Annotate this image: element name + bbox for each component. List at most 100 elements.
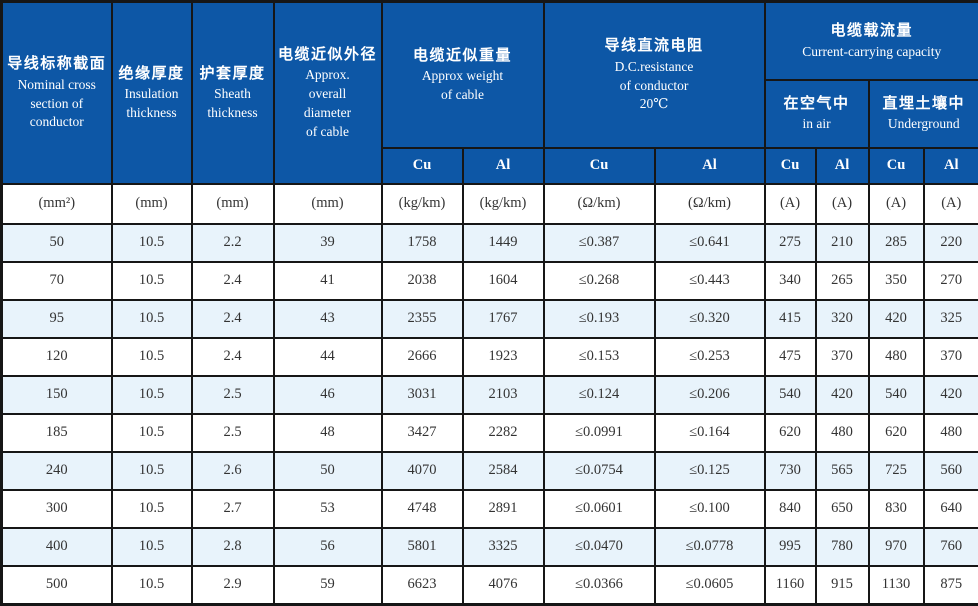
data-cell: 48 <box>272 412 383 453</box>
data-cell: 730 <box>763 450 817 491</box>
data-cell: ≤0.641 <box>653 222 766 263</box>
data-cell: 1160 <box>763 564 817 606</box>
header-material: Al <box>653 146 766 185</box>
data-cell: 480 <box>922 412 978 453</box>
header-underground: 直埋土壤中 Underground <box>867 78 978 149</box>
data-cell: 2.9 <box>190 564 275 606</box>
data-cell: 2666 <box>380 336 464 377</box>
data-cell: ≤0.193 <box>542 298 656 339</box>
header-nominal-cross-section: 导线标称截面 Nominal cross section of conducto… <box>0 0 113 185</box>
unit-cell: (mm) <box>272 182 383 225</box>
header-en-label: Nominal cross section of conductor <box>17 76 96 130</box>
data-cell: 285 <box>867 222 925 263</box>
data-cell: 2282 <box>461 412 545 453</box>
data-cell: ≤0.124 <box>542 374 656 415</box>
data-cell: 1758 <box>380 222 464 263</box>
data-cell: 1604 <box>461 260 545 301</box>
data-cell: ≤0.0778 <box>653 526 766 567</box>
header-en-label: Insulation thickness <box>124 86 179 120</box>
unit-cell: (kg/km) <box>461 182 545 225</box>
data-cell: 370 <box>814 336 870 377</box>
unit-cell: (A) <box>867 182 925 225</box>
data-cell: ≤0.0991 <box>542 412 656 453</box>
header-material: Al <box>922 146 978 185</box>
data-cell: 840 <box>763 488 817 529</box>
data-cell: 620 <box>763 412 817 453</box>
header-en-label: Approx weight of cable <box>421 68 504 102</box>
data-cell: 2.8 <box>190 526 275 567</box>
header-material: Cu <box>867 146 925 185</box>
data-cell: 780 <box>814 526 870 567</box>
table-row: 400 10.5 2.8 56 5801 3325 ≤0.0470 ≤0.0778 995 780… <box>0 526 978 567</box>
data-cell: 340 <box>763 260 817 301</box>
data-cell: 2038 <box>380 260 464 301</box>
data-cell: 265 <box>814 260 870 301</box>
data-cell: 480 <box>814 412 870 453</box>
header-zh-label: 电缆近似重量 <box>413 46 513 64</box>
header-zh-label: 直埋土壤中 <box>882 94 966 112</box>
data-cell: 56 <box>272 526 383 567</box>
data-cell: 4070 <box>380 450 464 491</box>
units-row: (mm²) (mm) (mm) (mm) (kg/km) (kg/km) (Ω/… <box>0 182 978 225</box>
data-cell: 3031 <box>380 374 464 415</box>
header-material: Cu <box>380 146 464 185</box>
data-cell: 420 <box>867 298 925 339</box>
data-cell: 2.4 <box>190 260 275 301</box>
data-cell: 400 <box>0 526 113 567</box>
data-cell: 415 <box>763 298 817 339</box>
header-insulation-thickness: 绝缘厚度 Insulation thickness <box>110 0 193 185</box>
data-cell: 995 <box>763 526 817 567</box>
data-cell: 725 <box>867 450 925 491</box>
data-cell: 10.5 <box>110 374 193 415</box>
data-cell: ≤0.253 <box>653 336 766 377</box>
header-sheath-thickness: 护套厚度 Sheath thickness <box>190 0 275 185</box>
data-cell: 120 <box>0 336 113 377</box>
table-row: 150 10.5 2.5 46 3031 2103 ≤0.124 ≤0.206 540 420 54… <box>0 374 978 415</box>
data-cell: 10.5 <box>110 260 193 301</box>
data-cell: ≤0.0754 <box>542 450 656 491</box>
data-cell: 50 <box>0 222 113 263</box>
data-cell: ≤0.0601 <box>542 488 656 529</box>
table-row: 240 10.5 2.6 50 4070 2584 ≤0.0754 ≤0.125 730 565 7… <box>0 450 978 491</box>
table-row: 300 10.5 2.7 53 4748 2891 ≤0.0601 ≤0.100 840 650 8… <box>0 488 978 529</box>
unit-cell: (Ω/km) <box>542 182 656 225</box>
data-cell: 2.5 <box>190 412 275 453</box>
data-cell: 2584 <box>461 450 545 491</box>
data-cell: 6623 <box>380 564 464 606</box>
unit-cell: (A) <box>814 182 870 225</box>
unit-cell: (A) <box>763 182 817 225</box>
data-cell: 59 <box>272 564 383 606</box>
header-approx-overall-diameter: 电缆近似外径 Approx. overall diameter of cable <box>272 0 383 185</box>
data-cell: 1767 <box>461 298 545 339</box>
header-zh-label: 导线标称截面 <box>7 55 107 73</box>
header-zh-label: 电缆近似外径 <box>277 45 377 63</box>
data-cell: 650 <box>814 488 870 529</box>
table-row: 50 10.5 2.2 39 1758 1449 ≤0.387 ≤0.641 275 210 285… <box>0 222 978 263</box>
header-current-carrying-capacity: 电缆载流量 Current-carrying capacity <box>763 0 978 81</box>
table-row: 185 10.5 2.5 48 3427 2282 ≤0.0991 ≤0.164 620 480 6… <box>0 412 978 453</box>
data-cell: 300 <box>0 488 113 529</box>
data-cell: ≤0.387 <box>542 222 656 263</box>
data-cell: 2.4 <box>190 298 275 339</box>
data-cell: 830 <box>867 488 925 529</box>
data-cell: ≤0.125 <box>653 450 766 491</box>
data-cell: 500 <box>0 564 113 606</box>
header-en-label: Current-carrying capacity <box>802 43 942 59</box>
data-cell: 915 <box>814 564 870 606</box>
data-cell: ≤0.153 <box>542 336 656 377</box>
header-en-label: in air <box>802 116 831 132</box>
data-cell: 4076 <box>461 564 545 606</box>
table-row: 95 10.5 2.4 43 2355 1767 ≤0.193 ≤0.320 415 320 420… <box>0 298 978 339</box>
data-cell: 2103 <box>461 374 545 415</box>
data-cell: 4748 <box>380 488 464 529</box>
data-cell: 10.5 <box>110 450 193 491</box>
data-cell: 53 <box>272 488 383 529</box>
data-cell: ≤0.0470 <box>542 526 656 567</box>
data-cell: ≤0.0366 <box>542 564 656 606</box>
data-cell: 70 <box>0 260 113 301</box>
unit-cell: (A) <box>922 182 978 225</box>
data-cell: 565 <box>814 450 870 491</box>
data-cell: 10.5 <box>110 222 193 263</box>
header-material: Cu <box>542 146 656 185</box>
